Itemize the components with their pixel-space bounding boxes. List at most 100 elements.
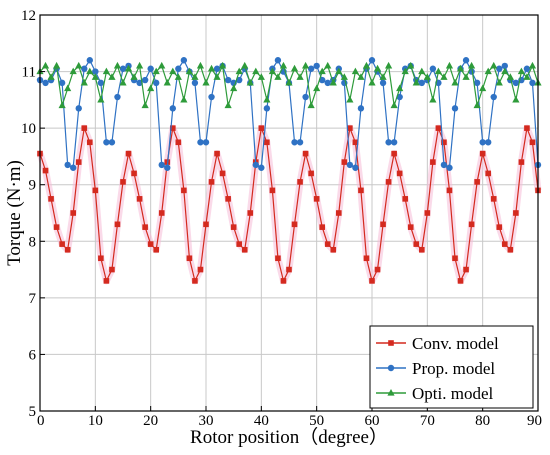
data-point [302, 150, 309, 157]
data-point [291, 139, 298, 146]
data-point [147, 65, 154, 72]
data-point [241, 61, 249, 69]
series-layer [36, 57, 542, 285]
data-point [446, 187, 453, 194]
data-point [424, 210, 431, 216]
data-point [495, 78, 503, 86]
data-point [163, 78, 171, 86]
data-point [336, 210, 342, 216]
data-point [396, 93, 403, 101]
data-point [169, 67, 177, 75]
data-point [125, 150, 132, 157]
data-point [42, 167, 49, 174]
data-point [264, 139, 270, 146]
data-point [170, 125, 176, 131]
data-point [158, 161, 165, 169]
data-point [97, 79, 105, 87]
data-point [418, 67, 426, 75]
data-point [313, 196, 320, 202]
data-point [80, 78, 88, 86]
data-point [141, 101, 149, 109]
legend-item-conv-model: Conv. model [376, 334, 499, 353]
data-point [324, 241, 331, 247]
legend: Conv. model Prop. model Opti. model [369, 325, 534, 409]
data-point [346, 95, 354, 103]
x-tick-label: 50 [309, 413, 324, 429]
data-point [131, 170, 137, 177]
data-point [335, 67, 343, 75]
data-point [517, 67, 525, 75]
data-point [75, 159, 82, 165]
x-axis-title: Rotor position（degree） [190, 426, 388, 448]
data-point [452, 255, 458, 262]
data-point [313, 62, 320, 70]
x-tick-label: 0 [37, 413, 45, 429]
data-point [413, 241, 420, 247]
data-point [113, 61, 122, 69]
data-point [164, 164, 171, 171]
data-point [451, 105, 459, 112]
data-point [385, 139, 392, 146]
data-point [445, 61, 454, 69]
data-point [501, 67, 509, 75]
data-point [418, 79, 425, 87]
data-point [507, 246, 514, 253]
data-point [169, 105, 176, 112]
data-point [407, 224, 414, 230]
y-tick-label: 6 [29, 347, 37, 363]
data-point [468, 221, 475, 228]
data-point [64, 161, 71, 169]
data-point [446, 164, 453, 171]
data-point [302, 61, 310, 69]
data-point [81, 125, 88, 131]
data-point [279, 61, 288, 69]
data-point [506, 73, 514, 80]
data-point [58, 101, 66, 109]
legend-marker [387, 389, 395, 396]
data-point [318, 67, 326, 75]
data-point [462, 73, 470, 80]
data-point [352, 164, 359, 171]
data-point [81, 65, 88, 72]
data-point [440, 161, 448, 169]
data-point [47, 73, 55, 80]
data-point [479, 139, 486, 146]
data-point [390, 139, 398, 146]
data-point [91, 73, 99, 80]
data-point [368, 57, 376, 64]
data-point [390, 101, 398, 109]
data-point [48, 196, 54, 202]
data-point [158, 61, 166, 69]
data-point [202, 139, 210, 146]
legend-label: Conv. model [412, 334, 499, 353]
data-point [69, 67, 77, 75]
data-point [297, 179, 303, 185]
data-point [108, 73, 116, 80]
data-point [529, 79, 536, 87]
data-point [296, 73, 304, 80]
data-point [385, 179, 392, 185]
data-point [147, 241, 154, 247]
data-point [490, 196, 497, 202]
data-point [330, 246, 337, 253]
data-point [120, 179, 126, 185]
data-point [496, 65, 503, 72]
data-point [275, 255, 281, 262]
data-point [296, 139, 304, 146]
data-point [64, 246, 71, 253]
data-point [369, 278, 375, 284]
data-point [357, 105, 365, 112]
y-tick-label: 12 [21, 8, 36, 24]
x-tick-label: 10 [88, 413, 103, 429]
series-opti-model [36, 61, 542, 109]
data-point [207, 64, 216, 72]
data-point [175, 139, 182, 146]
data-point [523, 73, 531, 80]
x-tick-label: 90 [527, 413, 542, 429]
data-point [180, 95, 188, 103]
data-point [268, 67, 276, 75]
data-point [70, 210, 76, 216]
data-point [59, 241, 65, 247]
data-point [285, 78, 293, 86]
